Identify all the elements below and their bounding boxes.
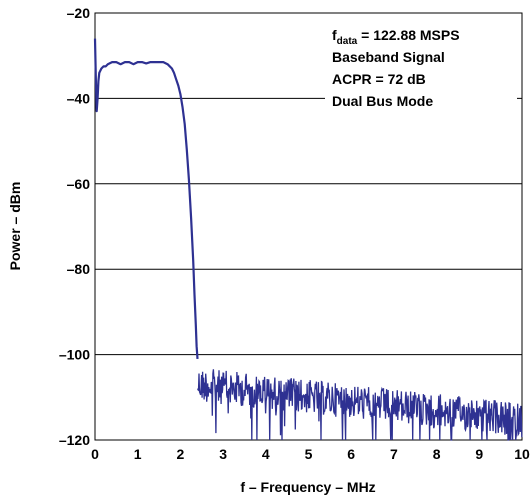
annotation-fdata: fdata = 122.88 MSPS	[332, 27, 460, 47]
y-tick-label: –20	[67, 5, 91, 21]
annotation-background	[325, 22, 517, 118]
x-tick-labels: 0 1 2 3 4 5 6 7 8 9 10	[91, 446, 530, 462]
x-tick-label: 9	[475, 446, 483, 462]
annotation-fdata-prefix: f	[332, 27, 337, 43]
y-tick-label: –40	[67, 90, 91, 106]
x-tick-label: 4	[262, 446, 270, 462]
annotation-line4: Dual Bus Mode	[332, 93, 433, 109]
annotation-line2: Baseband Signal	[332, 49, 445, 65]
y-axis-title: Power – dBm	[7, 182, 23, 271]
y-tick-labels: –20 –40 –60 –80 –100 –120	[59, 5, 90, 448]
x-tick-label: 6	[347, 446, 355, 462]
x-axis-title: f – Frequency – MHz	[240, 479, 375, 495]
x-tick-label: 1	[134, 446, 142, 462]
x-tick-label: 8	[433, 446, 441, 462]
y-tick-label: –80	[67, 261, 91, 277]
x-tick-label: 5	[305, 446, 313, 462]
x-tick-label: 10	[514, 446, 530, 462]
noise-floor-line	[196, 369, 523, 441]
y-tick-label: –100	[59, 347, 90, 363]
y-tick-label: –60	[67, 176, 91, 192]
noise-floor-trace	[196, 369, 523, 441]
annotation-fdata-subscript: data	[337, 36, 358, 47]
x-tick-label: 0	[91, 446, 99, 462]
x-tick-label: 2	[177, 446, 185, 462]
spectrum-line	[93, 38, 199, 359]
annotation-line3: ACPR = 72 dB	[332, 71, 426, 87]
x-tick-label: 3	[219, 446, 227, 462]
x-tick-label: 7	[390, 446, 398, 462]
annotation-fdata-value: = 122.88 MSPS	[357, 27, 459, 43]
y-tick-label: –120	[59, 432, 90, 448]
